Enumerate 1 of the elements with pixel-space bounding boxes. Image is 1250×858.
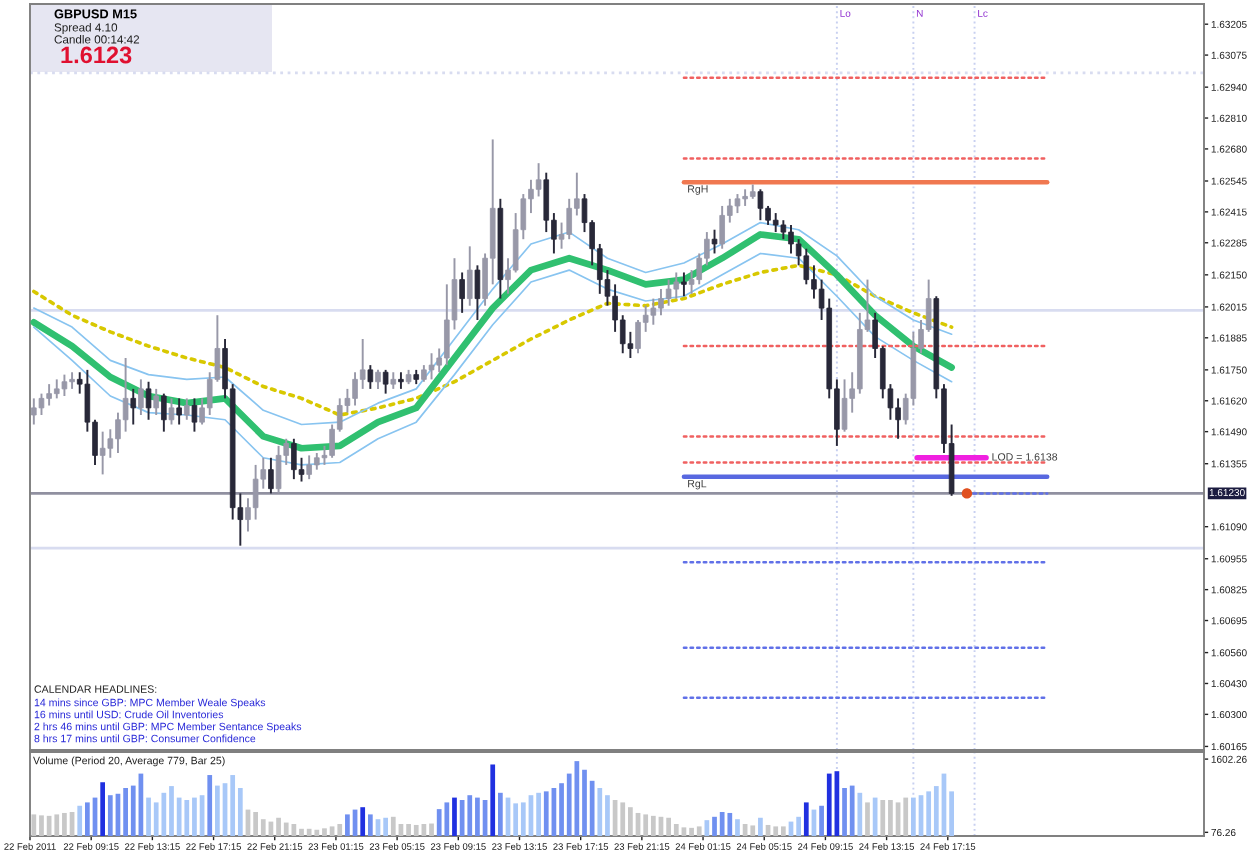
annotation: 1.6123 — [61, 46, 132, 64]
